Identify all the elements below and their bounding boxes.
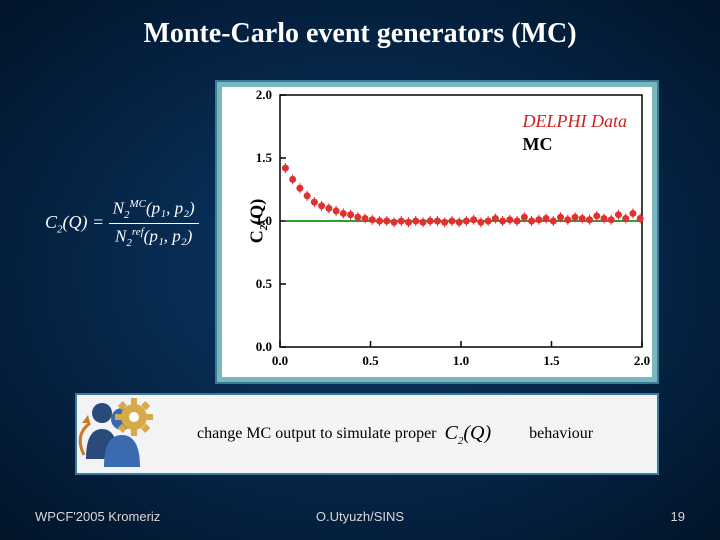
chart-frame: C2(Q) DELPHI Data MC 0.00.51.01.52.00.00… xyxy=(215,80,659,384)
footer-left: WPCF'2005 Kromeriz xyxy=(35,509,160,524)
svg-text:1.0: 1.0 xyxy=(256,213,272,228)
callout-box: change MC output to simulate proper C2(Q… xyxy=(75,393,659,475)
callout-text: change MC output to simulate proper C2(Q… xyxy=(197,422,593,447)
num-sub: 2 xyxy=(124,209,130,221)
slide-title: Monte-Carlo event generators (MC) xyxy=(0,0,720,50)
svg-text:1.5: 1.5 xyxy=(543,353,560,368)
formula-arg: (Q) xyxy=(63,212,88,232)
svg-text:0.5: 0.5 xyxy=(256,276,273,291)
svg-text:2.0: 2.0 xyxy=(256,87,272,102)
footer-center: O.Utyuzh/SINS xyxy=(316,509,404,524)
formula-numerator: N2MC(p₁, p₂) xyxy=(109,198,199,224)
den-args: (p₁, p₂) xyxy=(144,227,193,246)
callout-before: change MC output to simulate proper xyxy=(197,425,437,443)
svg-text:1.5: 1.5 xyxy=(256,150,273,165)
formula-denominator: N2ref(p₁, p₂) xyxy=(109,224,199,249)
chart-svg: 0.00.51.01.52.00.00.51.01.52.0 xyxy=(280,95,642,347)
svg-text:0.0: 0.0 xyxy=(256,339,272,354)
svg-text:0.5: 0.5 xyxy=(362,353,379,368)
svg-text:0.0: 0.0 xyxy=(272,353,288,368)
c2-formula: C2(Q) = N2MC(p₁, p₂) N2ref(p₁, p₂) xyxy=(45,198,199,249)
svg-text:1.0: 1.0 xyxy=(453,353,469,368)
den-sub: 2 xyxy=(126,237,132,249)
chart-background: C2(Q) DELPHI Data MC 0.00.51.01.52.00.00… xyxy=(222,87,652,377)
callout-after: behaviour xyxy=(529,425,593,443)
plot-area: C2(Q) DELPHI Data MC 0.00.51.01.52.00.00… xyxy=(280,95,642,347)
num-N: N xyxy=(113,199,124,218)
callout-c2q: C2(Q) xyxy=(445,422,492,447)
c2-arg: (Q) xyxy=(463,422,491,444)
den-sup: ref xyxy=(132,226,144,238)
formula-fraction: N2MC(p₁, p₂) N2ref(p₁, p₂) xyxy=(109,198,199,249)
footer-right: 19 xyxy=(671,509,685,524)
svg-text:2.0: 2.0 xyxy=(634,353,650,368)
slide-root: Monte-Carlo event generators (MC) C2(Q) … xyxy=(0,0,720,540)
num-sup: MC xyxy=(130,198,147,210)
c2-C: C xyxy=(445,422,458,444)
people-gear-icon xyxy=(72,387,167,477)
den-N: N xyxy=(115,227,126,246)
num-args: (p₁, p₂) xyxy=(146,199,195,218)
formula-C: C xyxy=(45,212,57,232)
formula-lhs: C2(Q) = xyxy=(45,212,109,232)
